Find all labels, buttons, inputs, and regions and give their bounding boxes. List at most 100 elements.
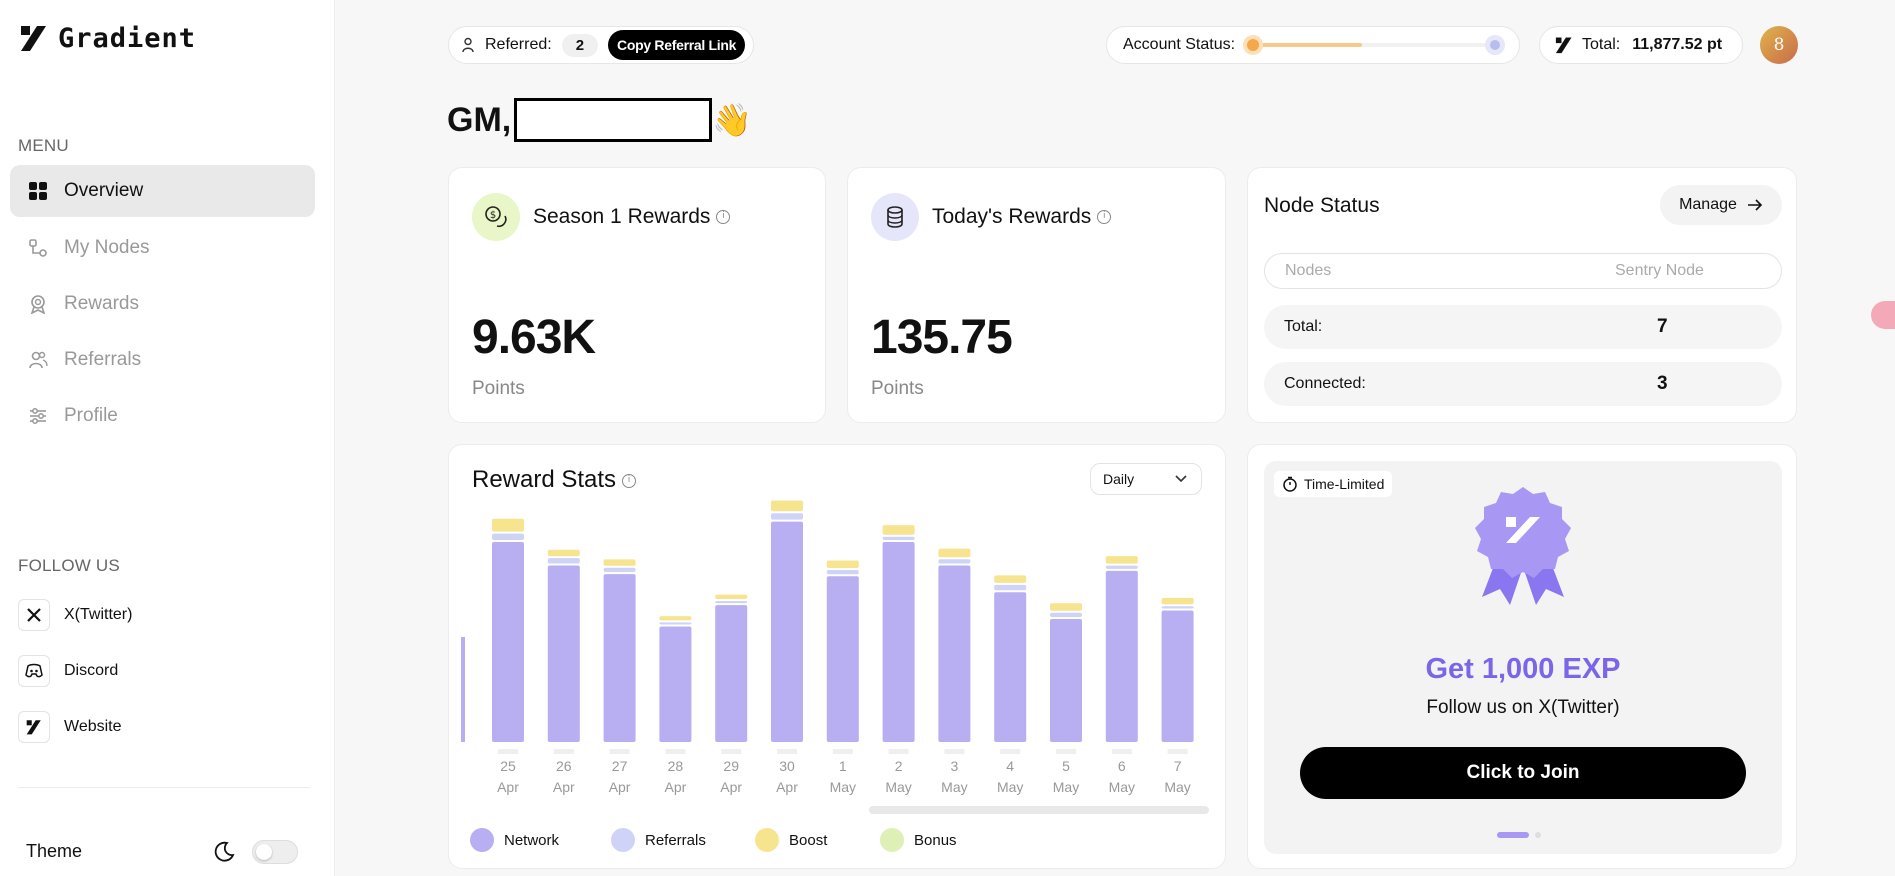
tick-marker [944,749,965,754]
chart-bar-boost[interactable] [492,518,524,532]
chart-bar-referrals[interactable] [1161,606,1194,609]
tick-label-month: May [997,779,1023,795]
referral-pill: Referred: 2 Copy Referral Link [448,26,754,64]
chart-bar-boost[interactable] [659,616,692,621]
follow-label: Discord [64,662,119,679]
legend-boost[interactable]: Boost [755,828,827,852]
chart-bar-boost[interactable] [715,594,748,599]
season-rewards-title: Season 1 Rewards i [533,205,731,229]
sidebar-item-label: Referrals [64,349,142,370]
chart-bar-referrals[interactable] [492,533,524,540]
svg-text:$: $ [490,210,496,221]
chart-bar-boost[interactable] [938,548,971,558]
sidebar-item-referrals[interactable]: Referrals [10,334,315,386]
node-tabs: Nodes Sentry Node [1264,253,1782,289]
tick-label-day: 27 [612,758,628,774]
chart-bar-referrals[interactable] [771,513,803,520]
chart-bar-boost[interactable] [771,500,803,512]
tab-sentry-node[interactable]: Sentry Node [1615,262,1704,279]
chart-bar-boost[interactable] [826,560,859,568]
info-icon[interactable]: i [716,210,731,225]
chart-bar-network[interactable] [492,541,524,742]
chart-bar-referrals[interactable] [1050,612,1082,617]
sidebar-item-profile[interactable]: Profile [10,390,315,442]
menu-title: MENU [18,136,69,155]
copy-referral-button[interactable]: Copy Referral Link [608,30,746,60]
sidebar-item-overview[interactable]: Overview [10,165,315,217]
chart-bar-referrals[interactable] [938,559,971,564]
tick-label-day: 4 [1006,758,1014,774]
tick-label-day: 26 [556,758,572,774]
account-status-pill: Account Status: [1106,26,1520,64]
theme-toggle[interactable] [252,840,298,864]
node-connected-row: Connected: 3 [1264,362,1782,406]
chart-bar-network[interactable] [547,565,580,742]
node-connected-label: Connected: [1284,375,1366,392]
chart-bar-network[interactable] [603,574,636,742]
chart-bar-referrals[interactable] [826,569,859,575]
legend-network[interactable]: Network [470,828,559,852]
redacted-username [514,98,713,142]
chart-bar-network[interactable] [1161,610,1194,742]
tick-marker [777,749,797,754]
chart-bar-referrals[interactable] [882,536,915,540]
follow-website-link[interactable]: Website [18,711,122,743]
node-status-card: Node Status Manage Nodes Sentry Node Tot… [1247,167,1797,423]
sidebar-item-rewards[interactable]: Rewards [10,278,315,330]
period-select[interactable]: Daily [1090,463,1202,495]
reward-stats-title: Reward Stats i [472,466,637,494]
chart-bar-boost[interactable] [1105,556,1138,564]
chart-bar-network[interactable] [771,521,803,742]
follow-label: Website [64,718,122,735]
chart-bar-network[interactable] [826,576,859,742]
chart-bar-network[interactable] [994,592,1027,742]
legend-bonus[interactable]: Bonus [880,828,957,852]
info-icon[interactable]: i [622,473,637,488]
tick-marker [609,749,630,754]
grid-icon [29,182,47,200]
discord-icon [18,655,50,687]
chart-bar-network[interactable] [938,565,971,742]
chart-bar-referrals[interactable] [994,584,1027,591]
translate-icon[interactable] [1871,301,1895,329]
tab-nodes[interactable]: Nodes [1285,262,1332,279]
follow-x-link[interactable]: X(Twitter) [18,599,132,631]
chart-bar-referrals[interactable] [715,600,748,604]
legend-dot [470,828,494,852]
logo[interactable]: Gradient [18,22,196,54]
sidebar-item-label: Rewards [64,293,139,314]
tick-marker [1167,749,1188,754]
chart-bar-boost[interactable] [994,575,1027,583]
chart-bar-referrals[interactable] [659,622,692,625]
node-total-value: 7 [1657,316,1668,337]
tick-label-day: 1 [839,758,847,774]
chart-bar-boost[interactable] [603,559,636,566]
avatar[interactable]: 8 [1760,26,1798,64]
chart-bar-boost[interactable] [1161,597,1194,605]
chart-bar-referrals[interactable] [547,558,580,564]
chart-bar-referrals[interactable] [1105,565,1138,569]
tick-marker [553,749,574,754]
carousel-dot-active[interactable] [1497,832,1529,838]
info-icon[interactable]: i [1097,210,1112,225]
sidebar-item-my-nodes[interactable]: My Nodes [10,222,315,274]
legend-referrals[interactable]: Referrals [611,828,706,852]
chart-bar-network[interactable] [659,626,692,742]
chart-bar-referrals[interactable] [603,567,636,573]
chart-bar-boost[interactable] [547,549,580,557]
follow-discord-link[interactable]: Discord [18,655,118,687]
status-start-icon [1243,35,1264,55]
carousel-dot[interactable] [1535,832,1541,838]
tick-marker [1056,749,1076,754]
legend-dot [880,828,904,852]
chart-bar-network[interactable] [1105,570,1138,742]
chart-bar-boost[interactable] [1050,603,1082,611]
moon-icon [214,841,235,862]
chart-bar-boost[interactable] [882,525,915,535]
manage-button[interactable]: Manage [1660,185,1782,225]
chart-bar-network[interactable] [1050,619,1082,742]
chart-bar-network[interactable] [715,605,748,742]
chart-scrollbar[interactable] [869,806,1209,814]
chart-bar-network[interactable] [882,541,915,742]
click-to-join-button[interactable]: Click to Join [1300,747,1746,799]
